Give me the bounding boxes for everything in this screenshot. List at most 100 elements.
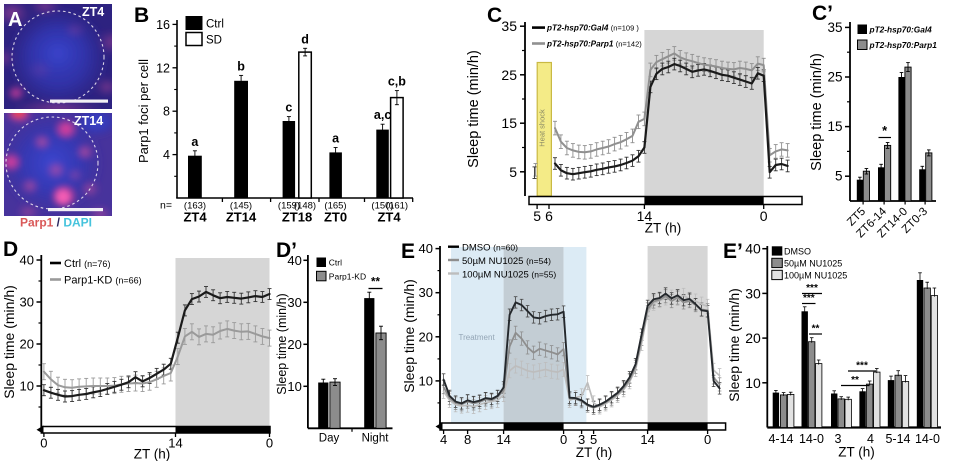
svg-text:Ctrl: Ctrl [206,19,224,31]
svg-text:Ctrl (n=76): Ctrl (n=76) [64,258,110,270]
svg-text:Day: Day [319,433,340,445]
svg-text:a: a [332,132,340,146]
svg-text:(161): (161) [386,201,408,212]
svg-text:(145): (145) [230,201,252,212]
svg-text:4: 4 [440,432,447,447]
svg-text:pT2-hsp70:Gal4 (n=109 ): pT2-hsp70:Gal4 (n=109 ) [546,24,639,33]
svg-text:4: 4 [867,432,874,446]
svg-text:5: 5 [533,208,541,224]
svg-text:100µM NU1025 (n=55): 100µM NU1025 (n=55) [462,269,556,280]
svg-text:16: 16 [156,18,170,32]
svg-text:30: 30 [745,285,761,301]
svg-text:Sleep time (min/h): Sleep time (min/h) [1,285,17,399]
svg-text:E: E [401,240,415,263]
svg-text:D: D [3,238,18,261]
svg-text:c,b: c,b [388,75,406,89]
svg-text:25: 25 [501,67,517,83]
svg-text:*: * [882,123,888,138]
svg-text:6: 6 [545,208,553,224]
svg-text:Parp1 / DAPI: Parp1 / DAPI [20,216,92,230]
svg-text:pT2-hsp70:Gal4: pT2-hsp70:Gal4 [869,25,933,35]
svg-text:3: 3 [578,432,585,447]
svg-text:ZT4: ZT4 [183,210,207,225]
svg-text:ZT4: ZT4 [377,210,401,225]
svg-text:Sleep time (min/h): Sleep time (min/h) [726,288,742,402]
svg-text:(150): (150) [371,201,393,212]
svg-text:(165): (165) [324,201,346,212]
svg-text:20: 20 [745,330,761,346]
svg-text:ZT0: ZT0 [324,210,347,225]
svg-text:5-14: 5-14 [885,432,910,446]
svg-text:15: 15 [827,119,842,134]
svg-text:50µM NU1025 (n=54): 50µM NU1025 (n=54) [462,256,551,267]
svg-text:DMSO (n=60): DMSO (n=60) [462,243,518,254]
svg-text:SD: SD [206,35,222,47]
svg-text:30: 30 [287,295,301,310]
svg-text:pT2-hsp70:Parp1 (n=142): pT2-hsp70:Parp1 (n=142) [546,40,642,49]
svg-text:ZT4: ZT4 [82,5,104,19]
svg-text:ZT18: ZT18 [282,210,312,225]
svg-text:40: 40 [287,253,301,268]
svg-text:8: 8 [464,432,471,447]
svg-text:10: 10 [745,375,761,391]
svg-text:ZT (h): ZT (h) [576,445,613,460]
svg-text:30: 30 [20,295,34,310]
svg-text:***: *** [803,293,815,304]
svg-text:30: 30 [419,285,433,300]
svg-text:ZT14: ZT14 [226,210,257,225]
svg-text:pT2-hsp70:Parp1: pT2-hsp70:Parp1 [869,40,938,50]
svg-text:0: 0 [266,436,273,451]
svg-text:15: 15 [501,115,517,131]
svg-text:14: 14 [168,436,182,451]
svg-text:8: 8 [163,105,170,119]
svg-text:***: *** [806,283,818,294]
svg-text:B: B [134,4,149,27]
svg-text:ZT (h): ZT (h) [645,221,682,236]
svg-text:4-14: 4-14 [768,432,793,446]
svg-text:C: C [487,4,502,27]
svg-text:3: 3 [835,432,842,446]
svg-text:Sleep time (min/h): Sleep time (min/h) [401,279,417,393]
svg-text:25: 25 [827,70,842,85]
svg-text:40: 40 [745,241,761,257]
svg-text:Sleep time (min/h): Sleep time (min/h) [466,50,482,168]
svg-text:Night: Night [362,433,390,445]
svg-text:b: b [237,59,245,73]
svg-text:D’: D’ [276,239,297,262]
svg-text:Ctrl: Ctrl [329,258,342,268]
svg-text:E’: E’ [723,240,743,263]
svg-text:20: 20 [20,337,34,352]
svg-text:5: 5 [835,169,843,184]
svg-text:**: ** [812,324,820,335]
svg-text:12: 12 [156,61,170,75]
svg-text:**: ** [371,277,380,289]
svg-text:Parp1-KD (n=66): Parp1-KD (n=66) [64,275,142,287]
svg-text:14-0: 14-0 [915,432,940,446]
svg-text:c: c [285,101,292,115]
svg-text:Sleep time (min/h): Sleep time (min/h) [275,293,289,394]
svg-text:ZT14: ZT14 [74,114,103,128]
svg-text:Parp1-KD: Parp1-KD [329,271,366,281]
svg-text:14: 14 [640,432,654,447]
svg-text:**: ** [851,375,859,386]
svg-text:0: 0 [40,436,47,451]
svg-text:Heat shock: Heat shock [538,109,547,147]
svg-text:Sleep time (min/h): Sleep time (min/h) [809,53,825,171]
svg-text:20: 20 [419,329,433,344]
svg-text:50µM NU1025: 50µM NU1025 [784,258,842,268]
svg-text:***: *** [856,361,868,372]
svg-text:ZT (h): ZT (h) [838,445,875,460]
svg-text:4: 4 [163,148,170,162]
svg-text:a,c: a,c [374,108,391,122]
svg-text:(163): (163) [184,201,206,212]
svg-text:(159): (159) [278,201,300,212]
svg-text:35: 35 [501,18,517,34]
svg-text:A: A [8,9,22,31]
svg-text:5: 5 [590,432,597,447]
svg-text:40: 40 [419,241,433,256]
svg-text:10: 10 [20,379,34,394]
svg-text:0: 0 [560,432,567,447]
svg-text:35: 35 [827,20,842,35]
svg-text:5: 5 [509,164,517,180]
svg-text:0: 0 [704,432,711,447]
